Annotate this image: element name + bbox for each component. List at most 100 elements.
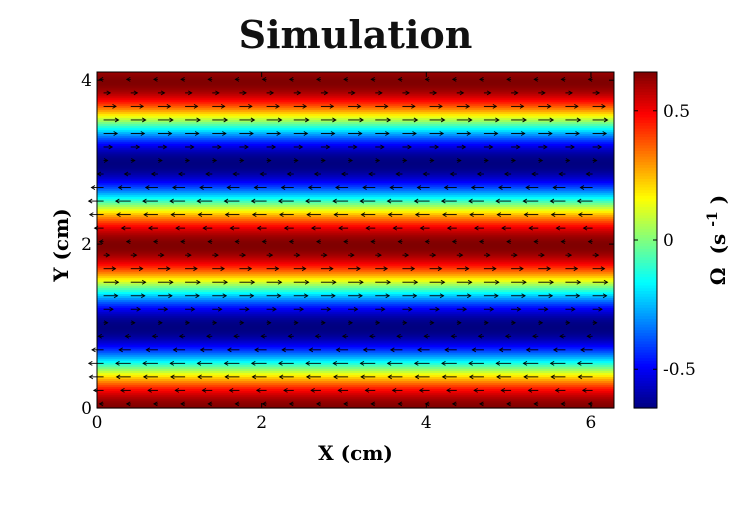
velocity-arrowhead (380, 306, 386, 312)
velocity-arrowhead (283, 387, 288, 393)
velocity-arrowhead (249, 293, 255, 299)
velocity-arrowhead (148, 225, 153, 231)
velocity-arrowhead (594, 252, 600, 258)
colorbar-band (634, 251, 657, 255)
velocity-arrowhead (451, 401, 457, 407)
velocity-arrowhead (196, 117, 201, 123)
field-band (97, 77, 614, 81)
velocity-arrowhead (504, 171, 509, 177)
colorbar-band (634, 368, 657, 373)
velocity-arrowhead (277, 198, 283, 204)
velocity-arrowhead (513, 252, 518, 258)
velocity-arrowhead (365, 225, 370, 231)
velocity-arrowhead (550, 374, 556, 380)
colorbar-band (634, 189, 657, 193)
velocity-arrowhead (477, 333, 483, 339)
velocity-arrowhead (550, 212, 556, 217)
velocity-arrowhead (271, 144, 277, 150)
field-band (97, 81, 614, 85)
velocity-arrowhead (322, 252, 328, 258)
velocity-arrowhead (288, 401, 294, 407)
velocity-arrowhead (413, 279, 419, 285)
velocity-arrowhead (549, 117, 555, 123)
colorbar-band (634, 111, 657, 115)
colorbar-band (634, 270, 657, 275)
colorbar-band (634, 304, 657, 308)
colorbar-band (634, 234, 657, 238)
velocity-arrowhead (118, 347, 123, 353)
colorbar-band (634, 240, 657, 244)
velocity-arrowhead (496, 212, 502, 217)
velocity-arrowhead (492, 104, 498, 109)
velocity-arrowhead (391, 387, 397, 393)
velocity-arrowhead (359, 198, 365, 204)
velocity-arrowhead (506, 239, 511, 245)
velocity-arrowhead (251, 374, 257, 380)
velocity-arrowhead (579, 185, 585, 190)
field-band (97, 178, 614, 182)
field-band (97, 156, 614, 160)
velocity-arrowhead (429, 158, 435, 163)
velocity-arrowhead (443, 185, 449, 190)
field-band (97, 249, 614, 253)
x-tick-label: 6 (586, 413, 597, 433)
velocity-arrowhead (91, 347, 96, 353)
colorbar-band (634, 388, 657, 392)
field-band (97, 218, 614, 221)
velocity-arrowhead (471, 347, 477, 353)
velocity-arrowhead (495, 117, 500, 123)
velocity-arrowhead (185, 158, 190, 163)
velocity-arrowhead (402, 320, 408, 326)
velocity-arrowhead (98, 76, 104, 82)
field-band (97, 315, 614, 318)
field-band (97, 153, 614, 156)
velocity-arrowhead (404, 252, 410, 258)
colorbar-band (634, 312, 657, 317)
velocity-arrowhead (112, 104, 117, 109)
colorbar-band (634, 380, 657, 384)
velocity-arrowhead (259, 171, 265, 177)
field-band (97, 200, 614, 204)
velocity-arrowhead (348, 158, 353, 163)
velocity-arrowhead (335, 185, 340, 190)
velocity-arrowhead (473, 387, 478, 393)
colorbar-band (634, 167, 657, 171)
velocity-arrowhead (332, 198, 337, 204)
velocity-arrowhead (233, 333, 238, 339)
colorbar-band (634, 237, 657, 241)
colorbar-band (634, 150, 657, 154)
field-band (97, 75, 614, 79)
field-band (97, 372, 614, 375)
velocity-arrowhead (294, 158, 299, 163)
field-band (97, 394, 614, 397)
velocity-arrowhead (169, 198, 174, 204)
field-band (97, 346, 614, 350)
velocity-arrowhead (442, 212, 447, 217)
velocity-arrowhead (413, 117, 419, 123)
field-band (97, 319, 614, 322)
colorbar-band (634, 265, 657, 269)
colorbar: 0.5 0 -0.5 (633, 71, 696, 409)
velocity-arrowhead (144, 185, 150, 190)
velocity-arrowhead (541, 90, 546, 96)
colorbar-band (634, 268, 657, 272)
velocity-arrowhead (402, 158, 408, 163)
velocity-arrowhead (559, 333, 564, 339)
velocity-arrowhead (558, 171, 563, 177)
velocity-arrowhead (414, 212, 420, 217)
velocity-arrowhead (250, 198, 256, 204)
velocity-arrowhead (142, 198, 147, 204)
velocity-arrowhead (113, 131, 119, 136)
velocity-arrowhead (222, 131, 227, 136)
velocity-arrowhead (305, 360, 310, 366)
velocity-arrowhead (338, 225, 343, 231)
x-tick-label: 4 (421, 413, 432, 433)
velocity-arrowhead (283, 225, 289, 231)
velocity-arrowhead (220, 266, 226, 272)
field-band (97, 265, 614, 269)
velocity-arrowhead (554, 387, 560, 393)
colorbar-band (634, 214, 657, 219)
field-band (97, 398, 614, 401)
field-band (97, 253, 614, 257)
